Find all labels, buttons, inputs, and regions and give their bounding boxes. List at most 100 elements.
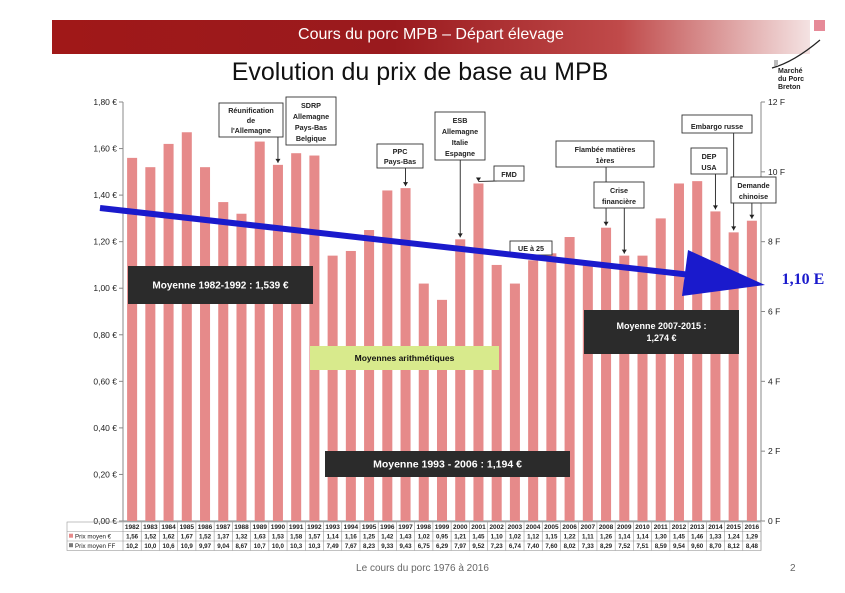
x-tick-label: 1998 (417, 524, 432, 531)
table-cell: 1,11 (582, 534, 594, 541)
legend-swatch (69, 533, 73, 538)
x-tick-label: 2016 (745, 524, 760, 531)
event-annotation: ESB Allemagne Italie Espagne (434, 111, 486, 238)
table-cell: 7,23 (491, 543, 504, 550)
x-tick-label: 2009 (617, 524, 632, 531)
event-annotation: Embargo russe (681, 114, 753, 231)
annotation-box (493, 165, 525, 182)
x-tick-label: 1989 (252, 524, 267, 531)
bar (746, 220, 757, 521)
x-tick-label: 1996 (380, 524, 395, 531)
title-banner: Cours du porc MPB – Départ élevage (52, 20, 810, 54)
event-annotation: DEP USA (690, 147, 728, 210)
average-box-1993-2006-bg (325, 451, 570, 477)
event-annotation: SDRP Allemagne Pays-Bas Belgique (285, 96, 337, 146)
x-tick-label: 1999 (435, 524, 450, 531)
trend-label: 1,10 E (782, 271, 825, 288)
x-tick-label: 2005 (544, 524, 559, 531)
bar (418, 283, 429, 521)
bar (200, 167, 211, 521)
logo-line: Breton (778, 84, 801, 91)
table-cell: 1,02 (509, 534, 522, 541)
y-tick-label: 1,60 € (93, 144, 117, 154)
y-tick-label: 0,20 € (93, 469, 117, 479)
bar (345, 250, 356, 521)
annotation-text: Italie (452, 138, 468, 147)
table-cell: 1,32 (235, 534, 248, 541)
bar (564, 237, 575, 521)
table-cell: 8,48 (746, 543, 759, 550)
bar (637, 255, 648, 521)
x-tick-label: 2007 (581, 524, 596, 531)
y2-tick-label: 2 F (768, 446, 780, 456)
logo: Marché du Porc Breton (778, 68, 818, 92)
table-cell: 6,74 (509, 543, 522, 550)
x-tick-label: 2003 (508, 524, 523, 531)
x-tick-label: 2013 (690, 524, 705, 531)
table-cell: 1,26 (600, 534, 613, 541)
logo-swoosh-icon (771, 39, 821, 69)
annotation-text: DEP (702, 152, 717, 161)
annotation-text: l'Allemagne (231, 126, 271, 135)
slide-title: Evolution du prix de base au MPB (231, 58, 609, 86)
annotation-text: PPC (393, 147, 408, 156)
average-box-1982-1992-bg (128, 266, 313, 304)
table-cell: 9,60 (691, 543, 704, 550)
x-tick-label: 2002 (489, 524, 504, 531)
annotation-arrowhead (603, 221, 609, 226)
annotation-text: SDRP (301, 101, 321, 110)
logo-line: Marché (778, 68, 803, 75)
y2-tick-label: 4 F (768, 376, 780, 386)
method-note: Moyennes arithmétiques (310, 346, 499, 370)
table-cell: 10,6 (163, 543, 176, 550)
annotation-text: Belgique (296, 134, 326, 143)
table-cell: 1,67 (181, 534, 194, 541)
table-cell: 10,2 (126, 543, 139, 550)
x-tick-label: 1985 (180, 524, 195, 531)
bar (327, 255, 338, 521)
table-cell: 1,24 (728, 534, 741, 541)
table-cell: 6,29 (436, 543, 449, 550)
y-tick-label: 1,80 € (93, 97, 117, 107)
table-cell: 1,25 (363, 534, 376, 541)
y2-tick-label: 6 F (768, 307, 780, 317)
table-cell: 8,23 (363, 543, 376, 550)
bar (491, 264, 502, 521)
annotation-arrowhead (731, 226, 737, 231)
annotation-arrowhead (457, 233, 463, 238)
table-cell: 8,59 (655, 543, 668, 550)
table-cell: 10,3 (308, 543, 321, 550)
y-tick-label: 1,40 € (93, 190, 117, 200)
y-tick-label: 0,60 € (93, 376, 117, 386)
table-cell: 9,04 (217, 543, 230, 550)
annotation-text: Crise (610, 186, 628, 195)
event-annotation: Demande chinoise (730, 176, 777, 219)
table-row-label: Prix moyen FF (75, 543, 115, 550)
annotation-box (730, 176, 777, 204)
table-cell: 8,29 (600, 543, 613, 550)
table-cell: 7,60 (545, 543, 558, 550)
table-cell: 10,9 (181, 543, 194, 550)
average-box-2007-2015-text: 1,274 € (646, 333, 676, 343)
annotation-arrowhead (275, 158, 281, 163)
table-cell: 8,67 (235, 543, 248, 550)
average-box-1982-1992: Moyenne 1982-1992 : 1,539 € (128, 266, 313, 304)
table-row-label: Prix moyen € (75, 534, 112, 541)
x-tick-label: 2012 (672, 524, 687, 531)
bar (528, 260, 539, 521)
y-tick-label: 1,20 € (93, 237, 117, 247)
table-cell: 6,75 (418, 543, 431, 550)
annotation-box (285, 96, 337, 146)
trend-arrow-head (682, 250, 765, 296)
annotation-text: 1ères (596, 156, 615, 165)
trend-arrow-shaft (99, 205, 701, 279)
x-tick-label: 2015 (726, 524, 741, 531)
annotation-box (681, 114, 753, 134)
table-cell: 1,12 (527, 534, 540, 541)
table-cell: 9,97 (199, 543, 212, 550)
table-cell: 1,45 (673, 534, 686, 541)
table-cell: 7,40 (527, 543, 540, 550)
bar (181, 132, 192, 521)
bar (728, 232, 739, 521)
